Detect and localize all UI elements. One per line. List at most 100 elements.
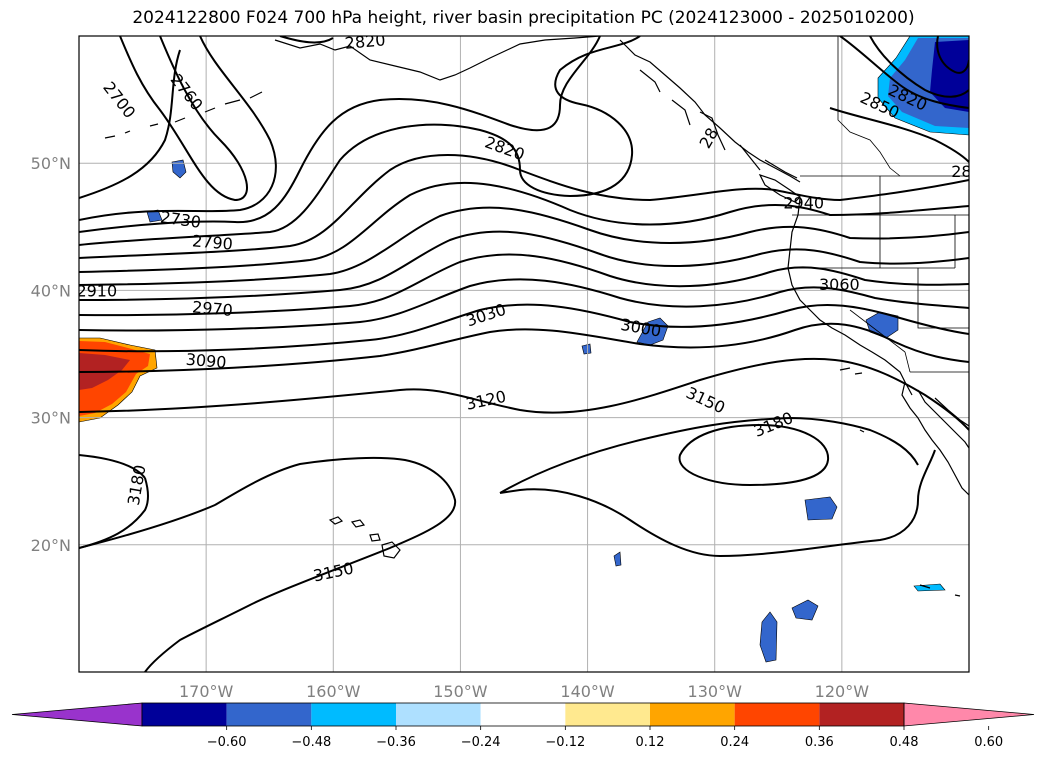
colorbar-swatch [226, 703, 312, 726]
contour-line [79, 154, 969, 259]
contour-label: 3150 [312, 558, 356, 585]
precip-blob [804, 496, 838, 521]
precipitation-fill-layer [79, 36, 969, 663]
svg-text:3090: 3090 [185, 350, 227, 372]
contour-label: 2940 [783, 194, 824, 213]
contour-label: 3180 [751, 408, 796, 441]
border-state-lines [788, 176, 969, 373]
coastline-islands-bc [639, 69, 798, 179]
colorbar-swatch [650, 703, 735, 726]
colorbar-tick-label: −0.36 [376, 735, 416, 750]
colorbar-extend-low [11, 702, 143, 727]
contour-label: 2970 [191, 297, 233, 319]
contour-line [79, 253, 969, 317]
precip-blob [759, 611, 778, 663]
svg-text:3120: 3120 [464, 387, 508, 414]
colorbar-tick-label: 0.60 [974, 735, 1003, 750]
precip-negative-ne-peak [945, 50, 965, 72]
precip-blob [581, 343, 592, 355]
contour-line [119, 36, 248, 202]
map-frame [78, 35, 970, 673]
colorbar-swatch [142, 703, 227, 726]
contour-line [79, 322, 969, 373]
coastline-layer [104, 36, 969, 597]
colorbar-swatch [734, 703, 820, 726]
colorbar-swatch [565, 703, 650, 726]
colorbar-tick-label: 0.12 [636, 735, 665, 750]
latitude-tick-label: 20°N [31, 536, 71, 555]
longitude-tick-label: 130°W [688, 682, 743, 701]
colorbar-swatch [311, 703, 396, 726]
contour-line [678, 423, 830, 487]
contour-line [79, 456, 457, 672]
contour-line [279, 36, 334, 44]
border-alaska-canada [837, 36, 901, 177]
coastline-hawaii [328, 516, 401, 559]
colorbar-swatch [396, 703, 481, 726]
latitude-tick-labels: 50°N 40°N 30°N 20°N [31, 154, 71, 555]
map-title: 2024122800 F024 700 hPa height, river ba… [132, 8, 915, 28]
contour-line [839, 36, 969, 109]
colorbar-swatch [819, 703, 904, 726]
colorbar-swatch [480, 703, 566, 726]
political-borders [788, 36, 969, 373]
svg-text:3060: 3060 [819, 275, 860, 294]
contour-label: 3000 [619, 315, 662, 341]
svg-text:2820: 2820 [344, 30, 386, 52]
contour-label: 3150 [683, 383, 728, 417]
gridlines [79, 36, 969, 672]
contour-label: 28 [951, 162, 971, 181]
latitude-tick-label: 50°N [31, 154, 71, 173]
svg-text:28: 28 [951, 162, 971, 181]
svg-text:3030: 3030 [464, 300, 509, 331]
height-contours [79, 36, 969, 672]
svg-text:2700: 2700 [99, 78, 139, 122]
svg-text:3180: 3180 [751, 408, 796, 441]
longitude-tick-label: 170°W [179, 682, 234, 701]
coastline-panhandle [619, 39, 801, 183]
contour-label: 3120 [464, 387, 508, 414]
coastline-aleutians [104, 91, 263, 139]
coastline-mexico-mainland [934, 397, 969, 427]
colorbar-tick-label: −0.12 [545, 735, 585, 750]
contour-line [79, 230, 969, 301]
contour-line [79, 181, 969, 273]
colorbar-outline [141, 702, 905, 727]
precip-blob [791, 599, 819, 621]
colorbar-tick-label: −0.60 [207, 735, 247, 750]
coastline-us-west [787, 197, 913, 396]
contour-label: 3180 [124, 463, 150, 506]
contour-line [79, 357, 969, 431]
coastline-channel-islands [839, 367, 863, 375]
colorbar-tick-label: −0.24 [461, 735, 501, 750]
colorbar-tick-label: 0.24 [720, 735, 749, 750]
precip-blob [613, 551, 622, 567]
contour-label: 2820 [344, 30, 386, 53]
contour-line [869, 36, 969, 98]
latitude-tick-label: 40°N [31, 281, 71, 300]
coastline-baja [901, 381, 969, 496]
contour-line [829, 107, 969, 163]
colorbar-tick-label: −0.48 [291, 735, 331, 750]
longitude-tick-label: 120°W [815, 682, 870, 701]
contour-label: 3030 [464, 300, 509, 331]
svg-text:2970: 2970 [191, 297, 233, 319]
longitude-tick-label: 140°W [560, 682, 615, 701]
contour-line [936, 36, 969, 74]
colorbar-tick-label: 0.36 [805, 735, 834, 750]
colorbar-tick-label: 0.48 [890, 735, 919, 750]
latitude-tick-label: 30°N [31, 409, 71, 428]
contour-label: 3060 [819, 275, 860, 294]
colorbar-extend-high [903, 702, 1035, 727]
contour-label: 2790 [191, 231, 233, 253]
precip-blob [171, 159, 187, 179]
contour-label: 2910 [76, 281, 117, 300]
contour-line [79, 454, 149, 549]
contour-line [499, 416, 936, 558]
contour-line [79, 206, 969, 286]
svg-text:2910: 2910 [76, 281, 117, 300]
svg-text:3150: 3150 [312, 558, 356, 585]
contour-line [79, 36, 601, 233]
